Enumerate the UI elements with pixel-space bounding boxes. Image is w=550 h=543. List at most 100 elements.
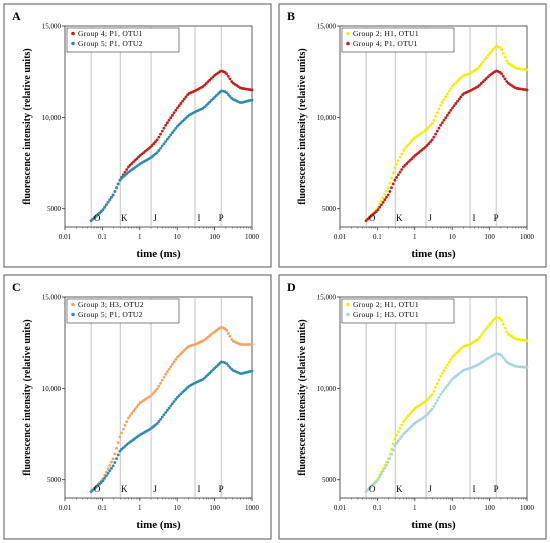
data-point bbox=[491, 319, 495, 322]
data-point bbox=[106, 200, 110, 204]
data-point bbox=[101, 208, 105, 212]
data-point bbox=[386, 460, 390, 464]
data-point bbox=[427, 142, 431, 145]
data-point bbox=[501, 74, 505, 78]
phase-label-i: I bbox=[198, 484, 201, 494]
data-point bbox=[447, 89, 451, 93]
data-point bbox=[137, 403, 140, 406]
data-point bbox=[429, 123, 432, 127]
data-point bbox=[126, 165, 130, 169]
data-point bbox=[157, 149, 161, 152]
data-point bbox=[440, 390, 444, 394]
data-point bbox=[228, 77, 232, 81]
data-point bbox=[430, 121, 434, 125]
phase-label-k: K bbox=[121, 484, 128, 494]
data-point bbox=[412, 408, 415, 412]
data-point bbox=[525, 68, 529, 72]
data-point bbox=[115, 446, 118, 450]
x-tick-label: 0.01 bbox=[334, 233, 347, 241]
data-point bbox=[400, 168, 404, 171]
data-point bbox=[160, 378, 164, 382]
data-point bbox=[449, 87, 453, 90]
y-axis-label: fluorescence intensity (relative units) bbox=[297, 319, 308, 476]
data-point bbox=[226, 331, 230, 335]
data-point bbox=[169, 365, 173, 369]
data-point bbox=[401, 432, 405, 436]
data-point bbox=[398, 170, 402, 174]
data-point bbox=[172, 129, 176, 132]
data-point bbox=[111, 464, 115, 468]
plot-frame bbox=[64, 296, 253, 499]
y-axis-label: fluorescence intensity (relative units) bbox=[22, 319, 33, 476]
data-point bbox=[398, 155, 402, 159]
data-point bbox=[501, 356, 505, 359]
data-point bbox=[154, 140, 157, 144]
data-point bbox=[490, 49, 493, 53]
data-point bbox=[152, 391, 156, 395]
data-point bbox=[440, 371, 444, 375]
data-point bbox=[400, 423, 404, 427]
data-point bbox=[159, 417, 162, 421]
data-point bbox=[381, 200, 385, 204]
data-point bbox=[125, 168, 129, 171]
data-point bbox=[174, 397, 178, 401]
data-point bbox=[429, 409, 432, 413]
data-point bbox=[505, 80, 509, 83]
x-tick-label: 0.1 bbox=[98, 233, 107, 241]
data-point bbox=[398, 426, 402, 430]
data-point bbox=[408, 141, 412, 145]
data-point bbox=[113, 190, 117, 193]
legend-marker bbox=[71, 302, 75, 307]
data-point bbox=[398, 437, 402, 441]
data-point bbox=[165, 137, 169, 141]
data-point bbox=[108, 198, 112, 202]
data-point bbox=[376, 478, 380, 482]
data-point bbox=[478, 336, 481, 339]
data-point bbox=[125, 420, 129, 424]
x-tick-label: 1000 bbox=[245, 504, 260, 512]
phase-label-p: P bbox=[219, 213, 224, 223]
data-point bbox=[174, 357, 178, 361]
data-point bbox=[116, 441, 120, 444]
data-point bbox=[157, 420, 161, 423]
data-point bbox=[167, 406, 171, 410]
data-point bbox=[160, 144, 164, 148]
x-tick-label: 10 bbox=[449, 233, 457, 241]
data-point bbox=[115, 186, 118, 190]
data-point bbox=[164, 123, 168, 127]
data-point bbox=[132, 409, 135, 413]
x-tick-label: 10 bbox=[174, 233, 182, 241]
data-point bbox=[442, 369, 446, 372]
data-point bbox=[172, 111, 176, 115]
data-point bbox=[395, 441, 399, 445]
data-point bbox=[500, 48, 503, 51]
data-point bbox=[478, 65, 481, 68]
data-point bbox=[410, 139, 414, 143]
data-point bbox=[432, 135, 436, 139]
data-point bbox=[228, 335, 232, 338]
data-point bbox=[483, 58, 487, 62]
data-point bbox=[405, 145, 409, 148]
x-axis-label: time (ms) bbox=[411, 248, 456, 260]
x-tick-label: 1 bbox=[138, 504, 142, 512]
data-point bbox=[393, 437, 397, 441]
data-point bbox=[115, 457, 118, 461]
x-tick-label: 10 bbox=[174, 504, 182, 512]
data-point bbox=[103, 205, 107, 209]
data-point bbox=[250, 88, 254, 92]
data-point bbox=[121, 427, 125, 431]
series-2 bbox=[89, 360, 254, 493]
data-point bbox=[456, 99, 459, 103]
phase-label-p: P bbox=[494, 213, 499, 223]
data-point bbox=[172, 360, 176, 364]
data-point bbox=[505, 330, 509, 334]
legend-marker bbox=[346, 31, 350, 36]
legend-box bbox=[66, 27, 180, 53]
panel-letter: B bbox=[287, 9, 295, 23]
y-tick-label: 10,000 bbox=[317, 114, 337, 122]
data-point bbox=[395, 433, 399, 437]
data-point bbox=[434, 132, 437, 136]
data-point bbox=[383, 198, 387, 202]
data-point bbox=[169, 133, 173, 137]
x-tick-label: 10 bbox=[449, 504, 457, 512]
